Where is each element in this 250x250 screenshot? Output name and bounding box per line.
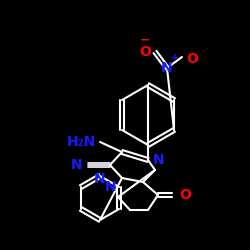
Text: O: O xyxy=(179,188,191,202)
Text: H₂N: H₂N xyxy=(67,135,96,149)
Text: N: N xyxy=(161,61,173,75)
Text: N: N xyxy=(153,153,164,167)
Text: O: O xyxy=(139,45,151,59)
Text: −: − xyxy=(140,34,150,47)
Text: N: N xyxy=(104,180,116,194)
Text: +: + xyxy=(171,53,179,63)
Text: N: N xyxy=(94,172,106,186)
Text: O: O xyxy=(186,52,198,66)
Text: N: N xyxy=(70,158,82,172)
